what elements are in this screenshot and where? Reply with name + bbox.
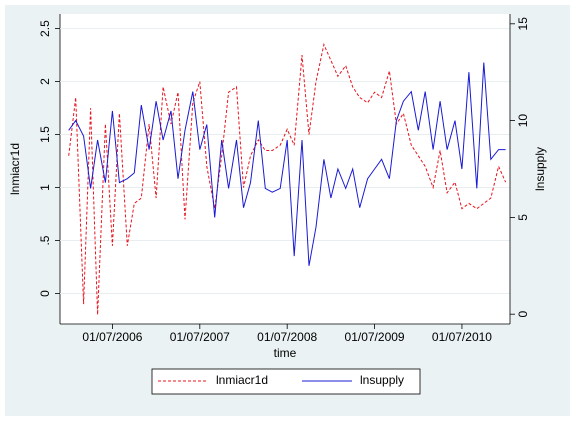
y2-tick-label: 10 [516,114,530,128]
y-tick-label: 2 [38,78,52,85]
plot-region [60,14,510,324]
y2-tick-label: 0 [516,311,530,318]
y2-tick-label: 15 [516,17,530,31]
legend-label: lnsupply [360,373,404,387]
x-tick-label: 01/07/2010 [432,330,492,344]
y-tick-label: 2.5 [38,20,52,37]
y-tick-label: .5 [38,235,52,245]
x-tick-label: 01/07/2007 [170,330,230,344]
y2-tick-label: 5 [516,214,530,221]
x-axis-title: time [274,346,297,360]
x-tick-label: 01/07/2009 [345,330,405,344]
legend-label: lnmiacr1d [216,373,268,387]
x-tick-label: 01/07/2006 [82,330,142,344]
series-line [68,42,507,315]
y-tick-label: 1.5 [38,126,52,143]
legend [151,368,421,395]
series-line [68,62,506,266]
x-tick-label: 01/07/2008 [257,330,317,344]
y-tick-label: 1 [38,184,52,191]
y-axis-title: lnmiacr1d [8,143,22,195]
y2-axis-title: lnsupply [533,147,547,191]
y-tick-label: 0 [38,290,52,297]
